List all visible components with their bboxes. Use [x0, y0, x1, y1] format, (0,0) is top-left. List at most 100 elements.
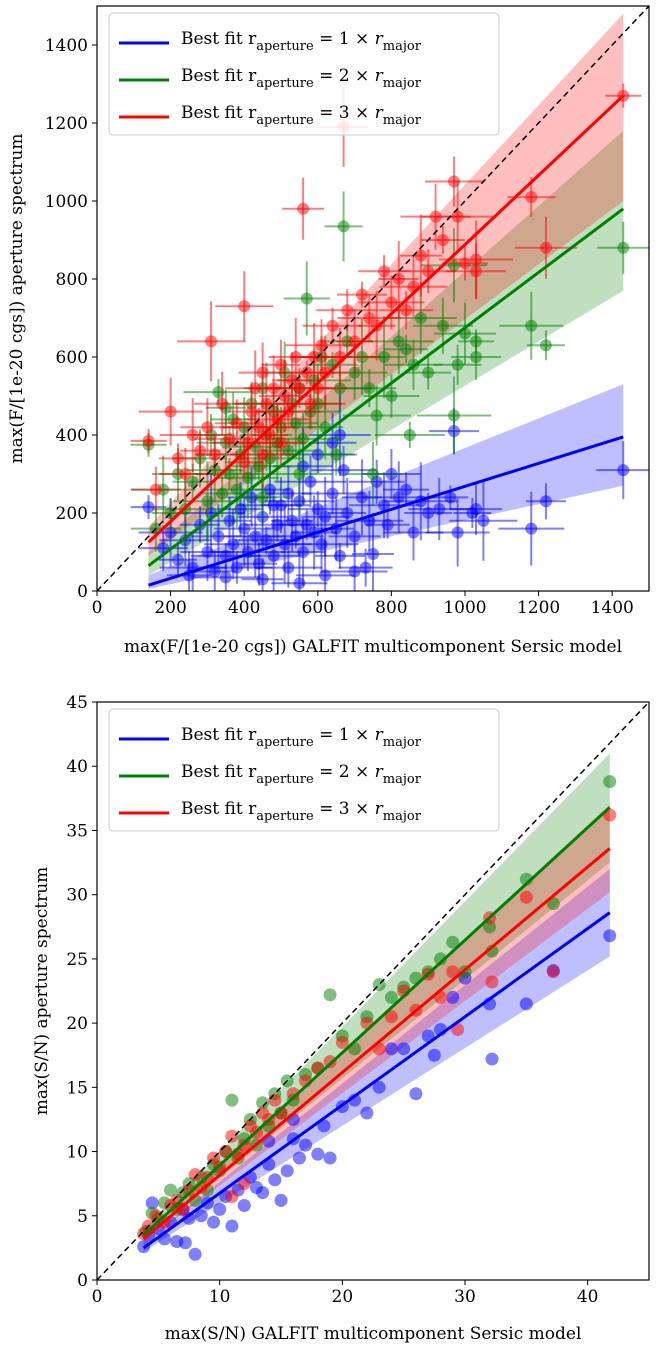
- legend-label-3: Best fit raperture = 3 × rmajor: [181, 103, 422, 128]
- data-point: [333, 549, 346, 562]
- data-point: [400, 304, 413, 317]
- data-point: [188, 1168, 202, 1182]
- data-point: [274, 1193, 288, 1207]
- data-point: [363, 312, 376, 324]
- data-point: [256, 491, 269, 504]
- x-tick-label: 40: [577, 1287, 599, 1307]
- data-point: [378, 265, 391, 278]
- x-tick-label: 20: [332, 1287, 354, 1307]
- data-point: [319, 510, 332, 523]
- data-point: [171, 553, 184, 566]
- x-tick-label: 0: [92, 598, 103, 618]
- fit-line-2: [147, 207, 625, 567]
- data-point: [370, 409, 383, 422]
- data-point: [367, 468, 379, 480]
- data-point: [299, 1138, 313, 1152]
- y-axis-label: max(S/N) aperture spectrum: [32, 867, 52, 1116]
- legend-label-2: Best fit raperture = 2 × rmajor: [181, 66, 422, 91]
- data-point: [451, 210, 464, 223]
- data-point: [603, 929, 617, 943]
- data-point: [230, 561, 243, 574]
- y-tick-label: 25: [66, 950, 88, 970]
- data-point: [274, 1106, 288, 1120]
- data-point: [451, 1023, 465, 1037]
- data-point: [323, 1055, 337, 1069]
- data-point: [304, 475, 317, 488]
- data-point: [237, 1177, 251, 1191]
- x-tick-label: 1200: [517, 598, 560, 618]
- x-axis-label: max(F/[1e-20 cgs]) GALFIT multicomponent…: [124, 637, 622, 657]
- axes-frame: [96, 5, 650, 592]
- y-tick-label: 35: [66, 821, 88, 841]
- data-point: [485, 1052, 499, 1066]
- data-point: [384, 990, 398, 1004]
- data-point: [268, 1173, 282, 1187]
- data-point: [378, 351, 391, 363]
- x-tick-label: 600: [302, 598, 334, 618]
- data-point: [355, 491, 368, 504]
- y-tick-label: 45: [66, 693, 88, 713]
- y-tick-label: 200: [56, 504, 88, 524]
- data-point: [282, 561, 295, 574]
- data-point: [256, 1096, 270, 1110]
- data-point: [256, 1186, 270, 1200]
- data-point: [149, 483, 162, 496]
- data-point: [451, 358, 464, 371]
- data-point: [447, 259, 460, 272]
- data-point: [414, 312, 427, 324]
- one-to-one-line: [97, 702, 649, 1280]
- data-point: [539, 495, 552, 508]
- data-point: [201, 495, 214, 508]
- x-tick-label: 10: [209, 1287, 231, 1307]
- data-point: [164, 1183, 178, 1197]
- data-point: [304, 397, 317, 410]
- data-point: [237, 1199, 251, 1213]
- legend-label-2: Best fit raperture = 2 × rmajor: [181, 762, 422, 787]
- data-point: [477, 514, 490, 527]
- data-point: [256, 448, 269, 461]
- data-point: [470, 351, 483, 363]
- data-point: [293, 468, 306, 480]
- data-point: [359, 561, 372, 574]
- plot-area: [97, 702, 649, 1280]
- x-tick-label: 400: [228, 598, 260, 618]
- data-point: [311, 503, 324, 516]
- x-axis-label: max(S/N) GALFIT multicomponent Sersic mo…: [165, 1324, 582, 1344]
- legend-label-1: Best fit raperture = 1 × rmajor: [181, 29, 422, 54]
- data-point: [384, 1010, 398, 1024]
- data-point: [400, 343, 413, 356]
- y-tick-label: 1000: [45, 192, 88, 212]
- data-point: [142, 434, 155, 447]
- data-point: [360, 1106, 374, 1120]
- data-point: [451, 526, 464, 539]
- data-point: [256, 573, 269, 586]
- data-point: [238, 300, 251, 313]
- data-point: [525, 522, 538, 535]
- data-point: [280, 1164, 294, 1178]
- data-point: [212, 530, 225, 543]
- data-point: [483, 920, 497, 934]
- data-point: [267, 499, 280, 512]
- data-point: [422, 366, 435, 379]
- data-point: [546, 965, 560, 979]
- data-point: [319, 366, 332, 379]
- data-point: [205, 335, 218, 348]
- data-point: [225, 1129, 239, 1143]
- data-point: [436, 234, 449, 246]
- data-point: [385, 296, 398, 309]
- data-point: [326, 319, 339, 332]
- data-point: [267, 549, 280, 562]
- data-point: [385, 390, 398, 402]
- fit-line-2: [142, 806, 611, 1237]
- y-tick-label: 15: [66, 1078, 88, 1098]
- legend: Best fit raperture = 1 × rmajor Best fit …: [108, 12, 500, 136]
- fit-line-3: [142, 847, 611, 1241]
- data-point: [337, 220, 350, 233]
- data-point: [384, 1042, 398, 1056]
- data-point: [323, 1151, 337, 1165]
- fit-band-1: [143, 868, 610, 1252]
- data-point: [422, 265, 435, 278]
- plot-area: [97, 6, 649, 591]
- data-point: [201, 421, 214, 434]
